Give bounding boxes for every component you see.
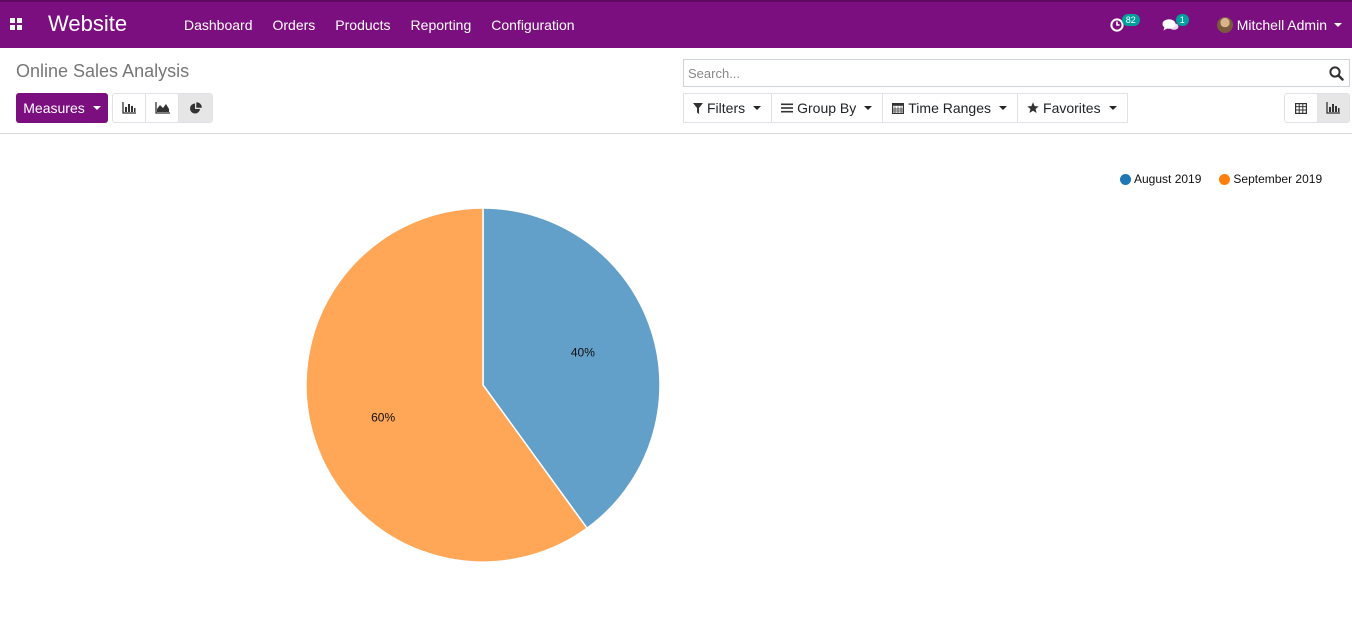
menu-item-orders[interactable]: Orders xyxy=(272,17,316,33)
top-navbar: Website Dashboard Orders Products Report… xyxy=(0,0,1352,48)
app-name[interactable]: Website xyxy=(48,11,128,36)
pivot-view-icon xyxy=(1295,102,1307,114)
apps-menu-icon[interactable] xyxy=(10,18,22,30)
menu-item-reporting[interactable]: Reporting xyxy=(410,17,472,33)
messaging-menu[interactable]: 1 xyxy=(1162,2,1217,48)
graph-view-icon xyxy=(1326,102,1340,114)
pie-chart-icon xyxy=(190,101,202,113)
graph-mode-switcher xyxy=(112,93,213,123)
legend-item-august[interactable]: August 2019 xyxy=(1120,172,1201,186)
chart-legend: August 2019 September 2019 xyxy=(1120,172,1340,186)
favorites-dropdown[interactable]: Favorites xyxy=(1017,93,1128,123)
search-icon[interactable] xyxy=(1329,66,1344,81)
calendar-icon xyxy=(892,103,905,114)
bar-chart-mode-button[interactable] xyxy=(113,94,146,122)
view-switcher xyxy=(1284,93,1350,123)
avatar xyxy=(1216,17,1233,33)
breadcrumb: Online Sales Analysis xyxy=(16,61,190,81)
legend-swatch xyxy=(1219,173,1231,185)
clock-icon xyxy=(1110,18,1124,32)
chevron-down-icon xyxy=(92,106,101,110)
filters-label: Filters xyxy=(707,100,746,116)
time-ranges-label: Time Ranges xyxy=(908,100,992,116)
search-input[interactable] xyxy=(688,63,1318,83)
pie-slice-august[interactable] xyxy=(482,207,661,530)
favorites-label: Favorites xyxy=(1043,100,1101,116)
pie-data-label: 60% xyxy=(371,410,395,424)
menu-item-configuration[interactable]: Configuration xyxy=(491,17,575,33)
chevron-down-icon xyxy=(999,106,1008,110)
bar-chart-icon xyxy=(122,102,136,114)
time-ranges-dropdown[interactable]: Time Ranges xyxy=(882,93,1019,123)
menu-item-dashboard[interactable]: Dashboard xyxy=(184,17,253,33)
control-panel-divider xyxy=(0,133,1352,134)
chevron-down-icon xyxy=(753,106,762,110)
pie-data-label: 40% xyxy=(571,346,595,360)
search-bar xyxy=(683,59,1350,87)
chevron-down-icon xyxy=(1108,106,1117,110)
comments-icon xyxy=(1162,19,1179,31)
legend-label: August 2019 xyxy=(1134,172,1202,186)
star-icon xyxy=(1027,102,1039,113)
user-name: Mitchell Admin xyxy=(1236,17,1327,33)
measures-button[interactable]: Measures xyxy=(16,93,108,123)
search-options: Filters Group By Time Ranges Favorites xyxy=(683,93,1128,123)
measures-label: Measures xyxy=(23,100,85,116)
message-count-badge: 1 xyxy=(1175,14,1189,26)
group-by-dropdown[interactable]: Group By xyxy=(771,93,884,123)
pie-chart: 40% 60% xyxy=(305,207,661,563)
group-by-label: Group By xyxy=(797,100,857,116)
pie-chart-mode-button[interactable] xyxy=(179,94,212,122)
graph-view-button[interactable] xyxy=(1317,94,1349,122)
area-chart-mode-button[interactable] xyxy=(146,94,179,122)
filter-icon xyxy=(693,102,703,114)
chevron-down-icon xyxy=(1334,23,1342,27)
activity-count-badge: 82 xyxy=(1121,14,1140,26)
menu-item-products[interactable]: Products xyxy=(335,17,391,33)
user-menu[interactable]: Mitchell Admin xyxy=(1216,2,1352,48)
area-chart-icon xyxy=(154,102,170,114)
systray: 82 1 Mitchell Admin xyxy=(1110,2,1352,48)
bars-icon xyxy=(781,103,794,113)
activity-menu[interactable]: 82 xyxy=(1110,2,1162,48)
pie-slice-september[interactable] xyxy=(305,207,589,563)
legend-label: September 2019 xyxy=(1233,172,1323,186)
legend-swatch xyxy=(1120,173,1131,185)
chevron-down-icon xyxy=(864,106,873,110)
pivot-view-button[interactable] xyxy=(1285,94,1317,122)
main-menu: Dashboard Orders Products Reporting Conf… xyxy=(174,2,585,48)
filters-dropdown[interactable]: Filters xyxy=(683,93,773,123)
legend-item-september[interactable]: September 2019 xyxy=(1219,172,1322,186)
